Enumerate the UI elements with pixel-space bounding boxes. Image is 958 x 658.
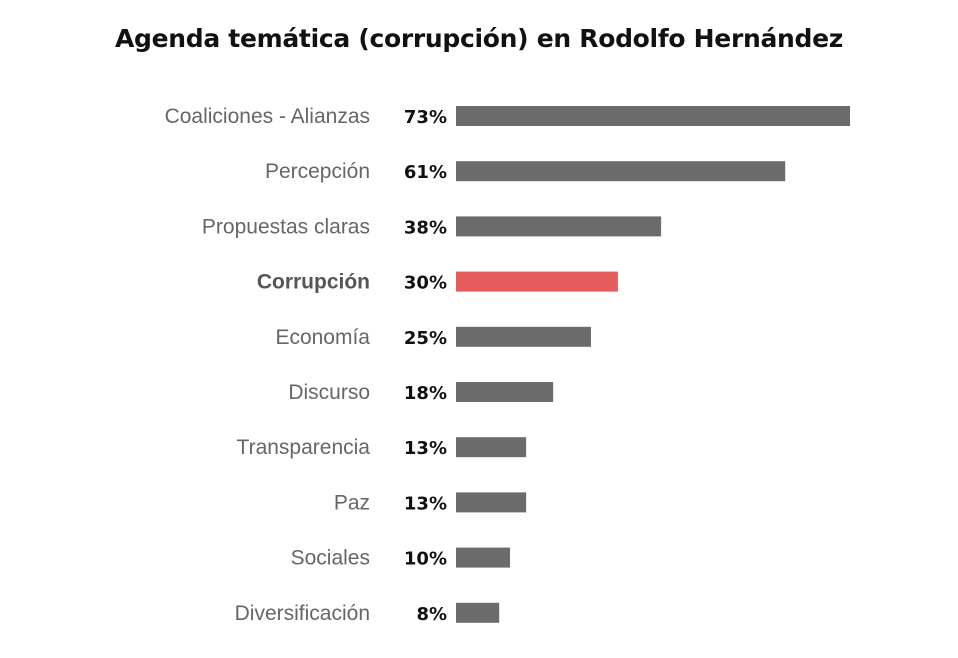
- value-label: 10%: [404, 549, 447, 570]
- bar: [456, 216, 662, 237]
- value-label: 8%: [416, 604, 447, 625]
- value-label: 73%: [404, 107, 447, 128]
- chart-title: Agenda temática (corrupción) en Rodolfo …: [114, 24, 844, 53]
- category-label: Coaliciones - Alianzas: [165, 105, 370, 128]
- value-label: 30%: [404, 273, 447, 294]
- bar: [456, 326, 591, 347]
- bar: [456, 106, 850, 126]
- value-label: 13%: [404, 493, 447, 514]
- category-label: Transparencia: [237, 436, 371, 459]
- value-label: 61%: [404, 162, 447, 183]
- category-label: Sociales: [291, 547, 370, 570]
- value-label: 38%: [404, 217, 447, 238]
- bar: [456, 437, 527, 458]
- category-label: Paz: [334, 491, 370, 514]
- bar: [456, 382, 554, 402]
- bar: [456, 161, 786, 182]
- bar: [456, 492, 527, 513]
- category-label: Discurso: [288, 381, 370, 404]
- bar: [456, 271, 618, 292]
- value-label: 13%: [404, 438, 447, 459]
- bar: [456, 547, 510, 568]
- value-label: 18%: [404, 383, 447, 404]
- category-label: Propuestas claras: [202, 215, 370, 238]
- bar: [456, 602, 500, 623]
- value-label: 25%: [404, 328, 447, 349]
- category-label: Economía: [275, 326, 370, 349]
- category-label: Corrupción: [257, 271, 370, 294]
- category-label: Percepción: [265, 160, 370, 183]
- category-label: Diversificación: [235, 602, 370, 625]
